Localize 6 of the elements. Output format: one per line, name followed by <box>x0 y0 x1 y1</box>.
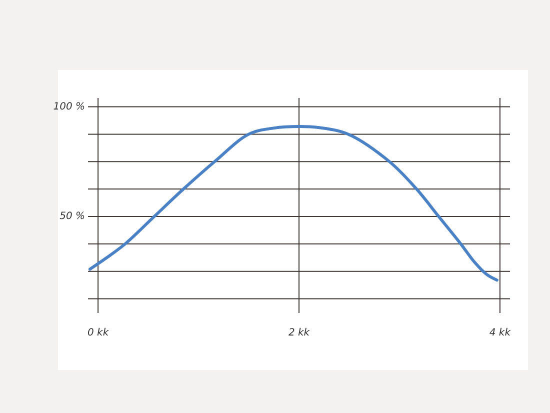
y-tick-label: 100 % <box>53 102 85 113</box>
x-tick-label: 0 kk <box>87 328 110 339</box>
line-series <box>88 125 498 282</box>
x-tick-label: 4 kk <box>489 328 512 339</box>
x-tick-label: 2 kk <box>288 328 311 339</box>
y-tick-label: 50 % <box>60 211 85 222</box>
